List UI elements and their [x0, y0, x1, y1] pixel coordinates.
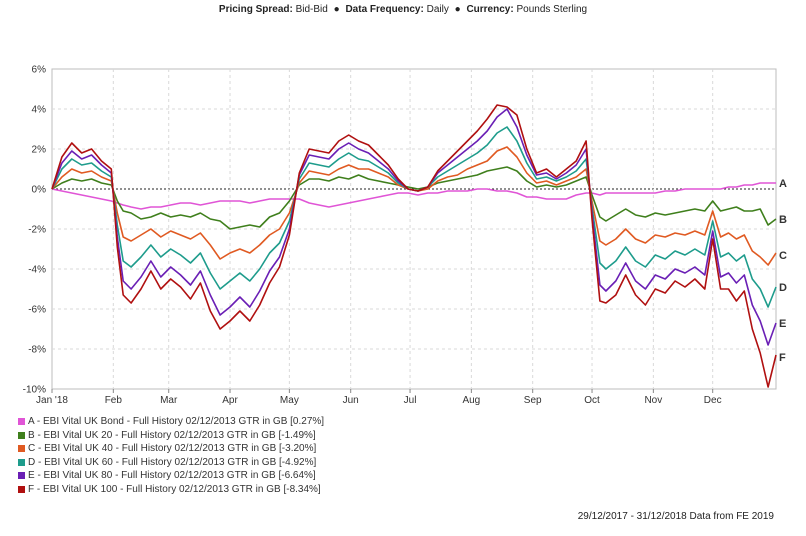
legend-label: F - EBI Vital UK 100 - Full History 02/1…: [28, 483, 321, 495]
series-line-b: [51, 166, 777, 230]
header-bullet-1: ●: [333, 4, 340, 15]
series-end-labels: A B C D E F: [779, 178, 787, 364]
series-line-c: [51, 146, 777, 266]
series-line-f: [51, 104, 777, 388]
series-end-label-c: C: [779, 250, 787, 262]
x-tick-label: Jan '18: [36, 395, 68, 406]
spread-value: Bid-Bid: [295, 4, 328, 15]
legend-label: C - EBI Vital UK 40 - Full History 02/12…: [28, 443, 317, 454]
x-tick-label: Feb: [105, 395, 123, 406]
y-tick-label: 6%: [32, 65, 47, 76]
y-tick-label: -10%: [23, 385, 46, 396]
y-tick-label: 4%: [32, 105, 47, 116]
legend-label: A - EBI Vital UK Bond - Full History 02/…: [28, 416, 325, 427]
legend-label: B - EBI Vital UK 20 - Full History 02/12…: [28, 429, 316, 441]
frequency-label: Data Frequency:: [345, 4, 424, 15]
series-end-label-b: B: [779, 214, 787, 226]
legend-label: E - EBI Vital UK 80 - Full History 02/12…: [28, 470, 316, 481]
performance-line-chart: 6% 4% 2% 0% -2% -4% -6% -8% -10%Jan '18 Feb Mar Apr…: [23, 65, 787, 407]
frequency-value: Daily: [426, 4, 449, 15]
legend-item-f: F - EBI Vital UK 100 - Full History 02/1…: [18, 483, 324, 497]
y-tick-label: 0%: [32, 185, 47, 196]
currency-label: Currency:: [466, 4, 514, 15]
legend-swatch: [18, 445, 25, 453]
data-source-footer: 29/12/2017 - 31/12/2018 Data from FE 201…: [577, 511, 774, 522]
legend-swatch: [18, 418, 25, 426]
y-tick-label: 2%: [32, 145, 47, 156]
chart-legend: A - EBI Vital UK Bond - Full History 02/…: [18, 415, 324, 496]
y-tick-label: -6%: [28, 305, 46, 316]
series-end-label-e: E: [779, 318, 786, 330]
x-tick-label: Sep: [524, 395, 542, 406]
series-line-a: [51, 182, 776, 210]
legend-swatch: [18, 485, 25, 493]
legend-swatch: [18, 458, 25, 466]
chart-grid: [51, 68, 777, 390]
legend-label: D - EBI Vital UK 60 - Full History 02/12…: [28, 456, 317, 468]
x-tick-label: Nov: [644, 395, 662, 406]
chart-axes: 6% 4% 2% 0% -2% -4% -6% -8% -10%Jan '18 Feb Mar Apr…: [23, 65, 722, 407]
chart-header: Pricing Spread: Bid-Bid ● Data Frequency…: [0, 4, 806, 15]
legend-item-b: B - EBI Vital UK 20 - Full History 02/12…: [18, 429, 324, 443]
y-tick-label: -4%: [28, 265, 46, 276]
legend-swatch: [18, 431, 25, 439]
legend-item-a: A - EBI Vital UK Bond - Full History 02/…: [18, 415, 324, 429]
x-tick-label: Mar: [160, 395, 178, 406]
x-tick-label: May: [280, 395, 299, 406]
x-tick-label: Jun: [343, 395, 359, 406]
header-bullet-2: ●: [454, 4, 461, 15]
legend-item-e: E - EBI Vital UK 80 - Full History 02/12…: [18, 469, 324, 483]
x-tick-label: Aug: [462, 395, 480, 406]
series-end-label-d: D: [779, 282, 787, 294]
y-tick-label: -8%: [28, 345, 46, 356]
spread-label: Pricing Spread:: [218, 4, 293, 15]
series-end-label-f: F: [779, 352, 786, 364]
legend-swatch: [18, 472, 25, 480]
series-end-label-a: A: [779, 178, 787, 190]
legend-item-d: D - EBI Vital UK 60 - Full History 02/12…: [18, 456, 324, 470]
currency-value: Pounds Sterling: [516, 4, 588, 15]
legend-item-c: C - EBI Vital UK 40 - Full History 02/12…: [18, 442, 324, 456]
x-tick-label: Apr: [222, 395, 238, 406]
x-tick-label: Oct: [584, 395, 600, 406]
y-tick-label: -2%: [28, 225, 46, 236]
x-tick-label: Jul: [404, 395, 417, 406]
x-tick-label: Dec: [704, 395, 722, 406]
chart-series: [51, 104, 777, 388]
